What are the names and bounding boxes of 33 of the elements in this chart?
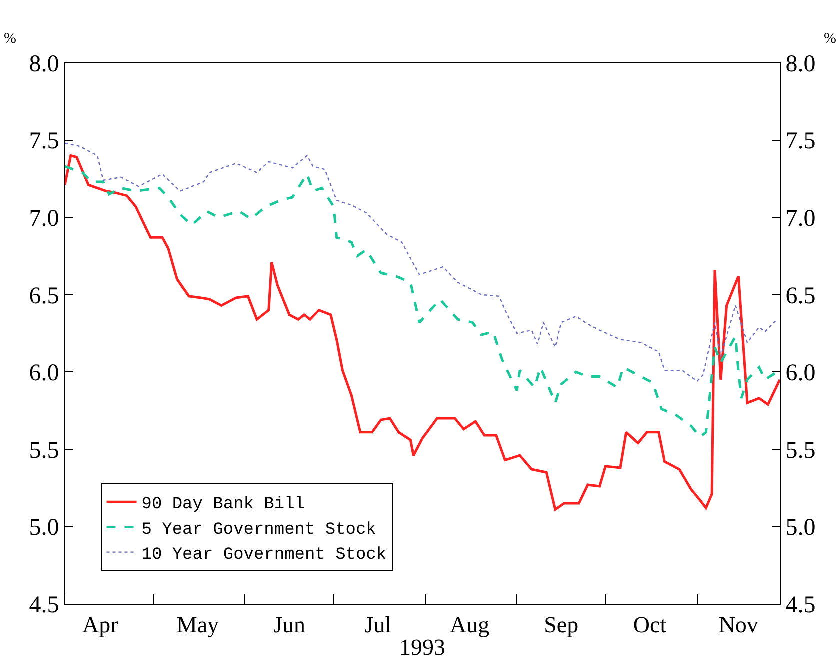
x-tick-label: Apr — [82, 612, 119, 638]
y-tick-label: 4.5 — [29, 592, 60, 618]
y2-tick-label: 5.0 — [786, 515, 816, 542]
line-series — [65, 154, 780, 511]
x-tick-label: May — [176, 612, 220, 638]
y2-tick-label: 7.0 — [786, 206, 816, 232]
y2-tick-label: 8.0 — [786, 51, 816, 78]
y-tick-label: 7.5 — [29, 128, 60, 155]
y2-tick-label: 6.5 — [786, 283, 816, 310]
legend-label: 90 Day Bank Bill — [142, 496, 305, 515]
y-tick-label: 5.5 — [29, 438, 60, 464]
line-series — [65, 165, 778, 438]
x-tick-label: Oct — [633, 612, 668, 638]
y-tick-label: 5.0 — [29, 515, 60, 542]
legend-label: 10 Year Government Stock — [142, 546, 387, 565]
x-tick-label: Jul — [364, 612, 392, 638]
y-tick-label: 6.0 — [29, 360, 60, 387]
y2-tick-label: 7.5 — [786, 128, 816, 155]
y2-tick-label: 5.5 — [786, 438, 816, 464]
x-tick-label: Aug — [450, 612, 490, 638]
x-tick-label: Nov — [718, 612, 759, 638]
line-series — [65, 142, 778, 382]
x-tick-label: Sep — [544, 612, 579, 638]
y-tick-label: 7.0 — [29, 206, 60, 232]
y2-tick-label: 6.0 — [786, 360, 816, 387]
legend-label: 5 Year Government Stock — [142, 520, 376, 540]
x-axis-title: 1993 — [400, 635, 446, 660]
y-axis-title: % — [4, 31, 16, 47]
y2-tick-label: 4.5 — [786, 592, 816, 618]
y-tick-label: 8.0 — [29, 51, 60, 78]
x-tick-label: Jun — [274, 612, 306, 638]
y-tick-label: 6.5 — [29, 283, 60, 310]
y2-axis-title: % — [824, 31, 836, 47]
